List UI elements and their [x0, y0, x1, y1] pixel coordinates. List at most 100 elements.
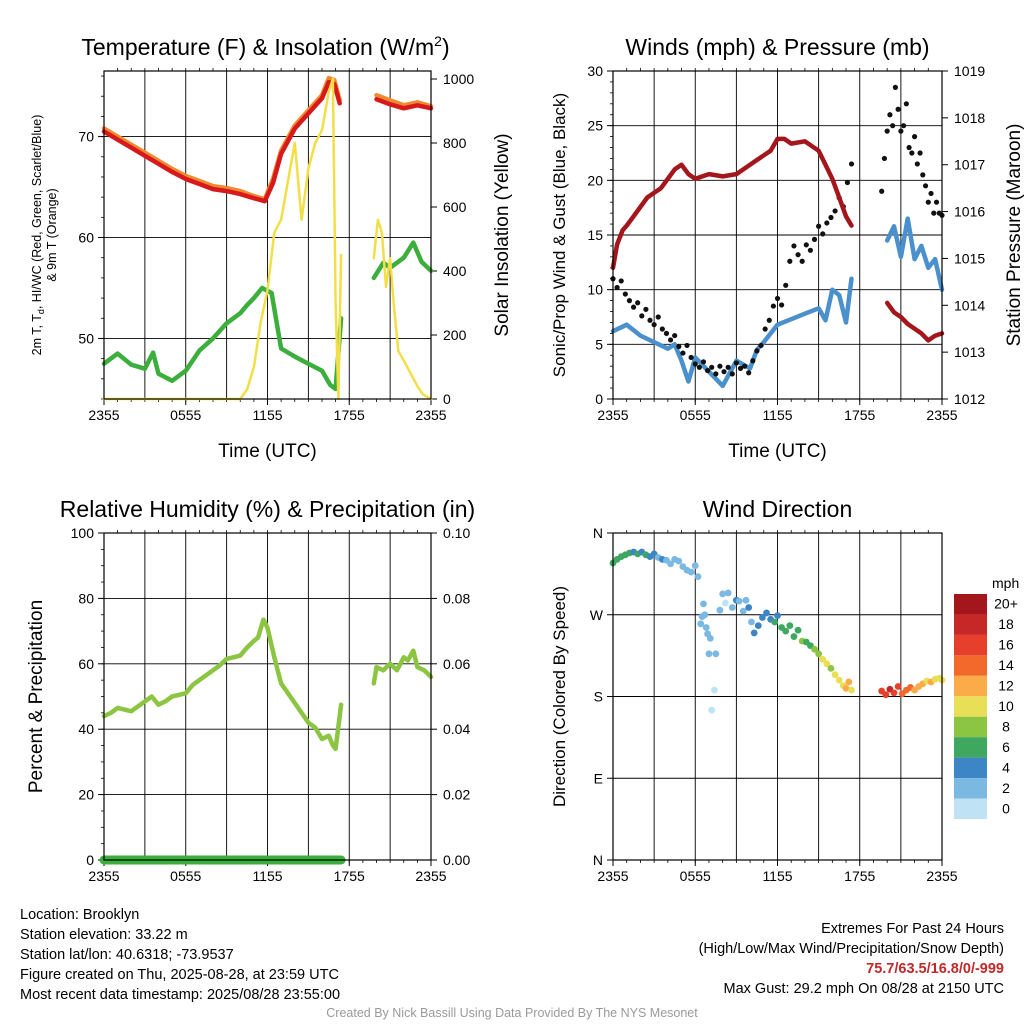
winds-series-1-point	[911, 134, 918, 140]
humidity-ytick-label: 20	[78, 787, 94, 803]
winds-xlabel: Time (UTC)	[728, 441, 827, 462]
humidity-ylabel: Percent & Precipitation	[26, 600, 47, 793]
station-latlon: Station lat/lon: 40.6318; -73.9537	[20, 947, 234, 963]
wind-direction-point	[831, 671, 839, 679]
humidity-y2tick-label: 0.06	[443, 656, 470, 672]
station-location: Location: Brooklyn	[20, 907, 140, 923]
wind-direction-point	[763, 609, 770, 617]
winds-y2tick-label: 1017	[954, 157, 985, 173]
wind-direction-colorbar-swatch	[954, 675, 987, 697]
humidity-series-0-line	[101, 617, 434, 752]
winds-series-1-point	[754, 348, 760, 354]
humidity-xtick-label: 2355	[415, 868, 446, 884]
wind-direction-point	[700, 600, 707, 608]
winds-series-1-point	[791, 243, 797, 249]
winds-series-1-point	[787, 258, 793, 264]
winds-series-1-point	[903, 101, 909, 107]
wind-direction-point	[722, 599, 729, 607]
wind-direction-colorbar-swatch	[954, 716, 987, 738]
temperature-xtick-label: 2355	[415, 407, 446, 423]
winds-series-1-point	[920, 172, 926, 178]
temperature-ylabel-line2: & 9m T (Orange)	[45, 188, 59, 281]
wind-direction-point	[705, 650, 713, 658]
winds-series-1-point	[737, 365, 744, 371]
wind-direction-colorbar-swatch	[954, 737, 987, 758]
wind-direction-point	[748, 618, 755, 626]
max-gust: Max Gust: 29.2 mph On 08/28 at 2150 UTC	[723, 981, 1004, 997]
wind-direction-point	[739, 607, 747, 615]
winds-series-1-point	[672, 332, 678, 339]
winds-series-2-line	[610, 136, 945, 343]
winds-ytick-label: 15	[587, 227, 603, 243]
temperature-ytick-label: 50	[78, 330, 94, 346]
temperature-xtick-label: 0555	[170, 407, 201, 423]
wind-direction-point	[667, 560, 674, 568]
winds-series-1-point	[881, 155, 888, 162]
winds-y2tick-label: 1016	[954, 204, 985, 220]
winds-series-1-point	[700, 359, 707, 365]
winds-series-1-point	[667, 337, 674, 343]
wind-direction-point	[894, 683, 902, 690]
station-info: Location: Brooklyn Station elevation: 33…	[20, 905, 340, 1005]
wind-direction-point	[848, 686, 855, 694]
winds-series-1-point	[803, 242, 809, 248]
winds-series-1-point	[630, 304, 637, 310]
winds-ytick-label: 20	[587, 172, 603, 188]
humidity-xtick-label: 2355	[88, 868, 119, 884]
winds-xtick-label: 1755	[844, 407, 875, 423]
temperature-y2tick-label: 200	[443, 327, 467, 343]
winds-series-1-point	[820, 231, 826, 237]
wind-direction-point	[750, 629, 758, 637]
winds-series-1-point	[696, 364, 702, 370]
humidity-y2tick-label: 0.10	[443, 525, 470, 541]
winds-y2tick-label: 1014	[954, 297, 985, 313]
credit-line: Created By Nick Bassill Using Data Provi…	[326, 1006, 698, 1020]
winds-ytick-label: 10	[587, 282, 603, 298]
wind-direction-point	[835, 676, 843, 684]
winds-series-1-point	[676, 343, 682, 350]
temperature-ylabel: 2m T, Td, HI/WC (Red, Green, Scarlet/Blu…	[30, 115, 46, 356]
winds-series-1-point	[729, 371, 735, 377]
winds-frame	[612, 70, 943, 400]
temperature-y2tick-label: 400	[443, 263, 467, 279]
humidity-ytick-label: 40	[78, 721, 94, 737]
temperature-ylabel-sub: d	[36, 309, 46, 314]
humidity-frame	[103, 532, 432, 861]
wind-direction-colorbar-swatch	[954, 655, 987, 676]
winds-series-1-point	[795, 252, 801, 258]
wind-direction-colorbar-label: 4	[1002, 759, 1010, 775]
wind-direction-ytick-label: E	[594, 770, 603, 786]
winds-xtick-label: 0555	[680, 407, 711, 423]
humidity-y2tick-label: 0.02	[443, 787, 470, 803]
winds-series-1-point	[651, 322, 657, 328]
wind-direction-colorbar-swatch	[954, 778, 987, 799]
temperature-ytick-label: 60	[78, 230, 94, 246]
humidity-xtick-label: 1155	[252, 868, 282, 884]
wind-direction-point	[675, 557, 683, 565]
winds-series-1-point	[828, 214, 834, 221]
temperature-ytick-label: 70	[78, 129, 94, 145]
wind-direction-point	[845, 678, 853, 686]
extremes-values: 75.7/63.5/16.8/0/-999	[866, 961, 1004, 977]
wind-direction-ytick-label: N	[593, 525, 603, 541]
winds-ytick-label: 30	[587, 63, 603, 79]
wind-direction-colorbar-label: 20+	[994, 596, 1018, 612]
wind-direction-colorbar-swatch	[954, 594, 987, 615]
wind-direction-point	[823, 660, 831, 668]
humidity-panel: 0 20 40 60 80 100 0.00 0.02 0.04 0.06 0.08 0.10 2355…	[26, 496, 475, 884]
winds-series-1-point	[659, 326, 665, 332]
wind-direction-point	[790, 633, 798, 640]
wind-direction-point	[691, 562, 699, 570]
wind-direction-point	[719, 590, 727, 598]
wind-direction-point	[786, 622, 794, 630]
temperature-title-sup: 2	[434, 33, 442, 49]
winds-series-1-point	[680, 350, 686, 356]
wind-direction-ytick-label: W	[590, 607, 604, 623]
winds-series-1-point	[770, 303, 776, 309]
winds-series-1-point	[890, 123, 896, 129]
wind-direction-point	[735, 597, 743, 605]
winds-series-1-point	[848, 161, 855, 167]
wind-direction-point	[742, 596, 750, 604]
figure-created: Figure created on Thu, 2025-08-28, at 23…	[20, 967, 339, 983]
winds-series-1-point	[898, 128, 904, 134]
